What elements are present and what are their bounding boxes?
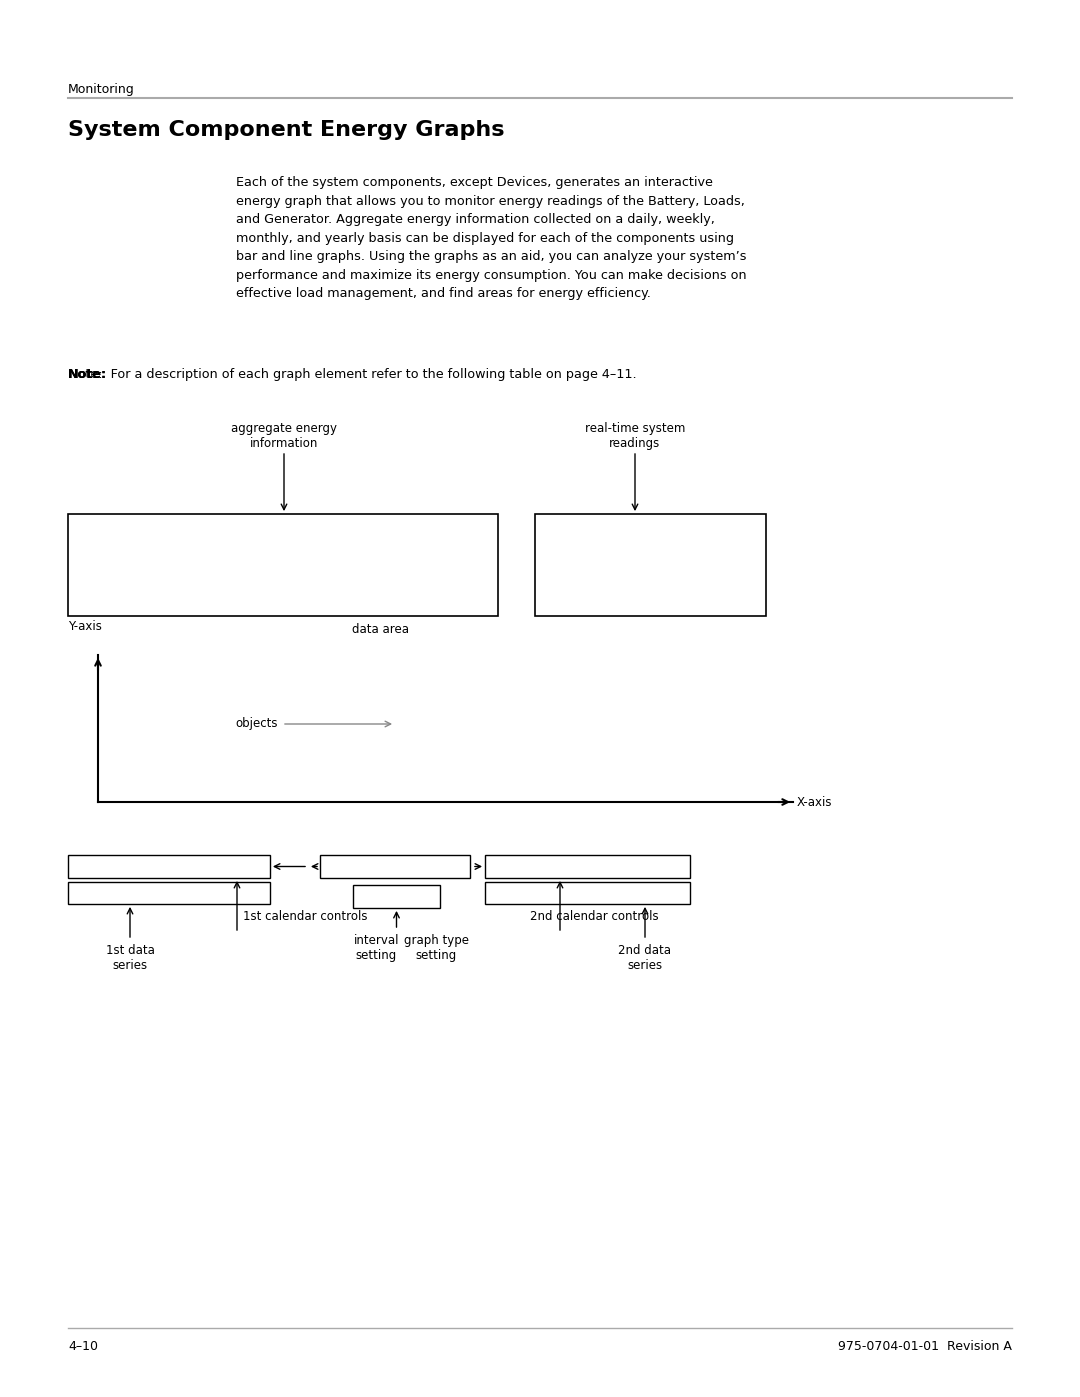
Bar <box>320 855 470 877</box>
Text: Note:: Note: <box>68 367 107 381</box>
Text: X-axis: X-axis <box>797 795 833 809</box>
Text: real-time system
readings: real-time system readings <box>584 422 685 450</box>
Text: data area: data area <box>351 623 408 636</box>
Bar <box>535 514 766 616</box>
Bar <box>68 514 498 616</box>
Text: System Component Energy Graphs: System Component Energy Graphs <box>68 120 504 140</box>
Text: 1st data
series: 1st data series <box>106 944 154 972</box>
Text: objects: objects <box>235 718 278 731</box>
Text: Each of the system components, except Devices, generates an interactive: Each of the system components, except De… <box>237 176 713 189</box>
Text: bar and line graphs. Using the graphs as an aid, you can analyze your system’s: bar and line graphs. Using the graphs as… <box>237 250 746 263</box>
Text: energy graph that allows you to monitor energy readings of the Battery, Loads,: energy graph that allows you to monitor … <box>237 194 745 208</box>
Bar <box>68 855 270 877</box>
Bar <box>353 886 440 908</box>
Text: interval
setting: interval setting <box>354 935 400 963</box>
Text: and Generator. Aggregate energy information collected on a daily, weekly,: and Generator. Aggregate energy informat… <box>237 212 715 226</box>
Text: effective load management, and find areas for energy efficiency.: effective load management, and find area… <box>237 286 651 300</box>
Text: graph type
setting: graph type setting <box>404 935 469 963</box>
Text: monthly, and yearly basis can be displayed for each of the components using: monthly, and yearly basis can be display… <box>237 232 734 244</box>
Text: Y-axis: Y-axis <box>68 620 102 633</box>
Text: 2nd calendar controls: 2nd calendar controls <box>530 909 659 923</box>
Text: performance and maximize its energy consumption. You can make decisions on: performance and maximize its energy cons… <box>237 268 746 282</box>
Text: aggregate energy
information: aggregate energy information <box>231 422 337 450</box>
Text: 975-0704-01-01  Revision A: 975-0704-01-01 Revision A <box>838 1340 1012 1354</box>
Text: 4–10: 4–10 <box>68 1340 98 1354</box>
Bar <box>485 855 690 877</box>
Text: Note:: Note: <box>68 367 107 381</box>
Bar <box>485 882 690 904</box>
Text: 1st calendar controls: 1st calendar controls <box>243 909 367 923</box>
Text: Monitoring: Monitoring <box>68 82 135 96</box>
Text: 2nd data
series: 2nd data series <box>619 944 672 972</box>
Text: Note:  For a description of each graph element refer to the following table on p: Note: For a description of each graph el… <box>68 367 636 381</box>
Bar <box>68 882 270 904</box>
